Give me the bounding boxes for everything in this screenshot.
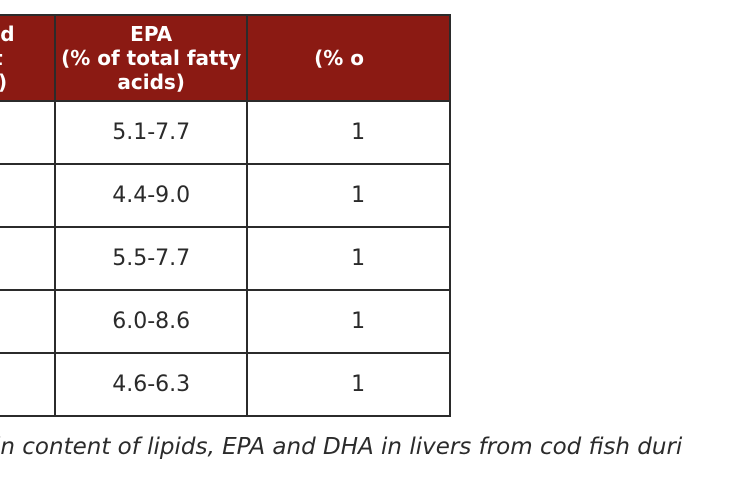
header-cell-3: (% o [246,14,451,102]
table-cell: 31-43 [0,352,57,417]
header-sublabel: (g/100g) [0,70,54,94]
header-cell-total-lipid: Total lipid content (g/100g) [0,14,57,102]
table-cell: 6.0-8.6 [54,289,249,354]
table-row: 50-64 6.0-8.6 1 [0,289,451,354]
table-row: 48-76 4.4-9.0 1 [0,163,451,228]
table-row: 51-66 5.1-7.7 1 [0,100,451,165]
table-cell: 5.5-7.7 [54,226,249,291]
lipid-content-table: Total lipid content (g/100g) EPA (% of t… [0,14,451,417]
header-cell-epa: EPA (% of total fatty acids) [54,14,249,102]
table-cell: 51-66 [0,100,57,165]
table-cell: 50-64 [0,289,57,354]
table-cell: 1 [246,100,451,165]
table-cell: 1 [246,163,451,228]
table-cell: 4.6-6.3 [54,352,249,417]
table-cell: 42-67 [0,226,57,291]
table-row: 42-67 5.5-7.7 1 [0,226,451,291]
table-cell: 4.4-9.0 [54,163,249,228]
table-row: 31-43 4.6-6.3 1 [0,352,451,417]
header-sublabel: (% of total fatty acids) [61,46,242,94]
table-cell: 1 [246,352,451,417]
table-cell: 1 [246,289,451,354]
header-label: EPA [130,22,173,46]
header-sublabel: (% o [314,46,364,70]
table-cell: 1 [246,226,451,291]
table-header-row: Total lipid content (g/100g) EPA (% of t… [0,14,451,102]
table-caption: in content of lipids, EPA and DHA in liv… [0,434,741,460]
table-cell: 5.1-7.7 [54,100,249,165]
caption-text: in content of lipids, EPA and DHA in liv… [0,434,683,460]
table-cell: 48-76 [0,163,57,228]
header-label: Total lipid content [0,22,15,70]
